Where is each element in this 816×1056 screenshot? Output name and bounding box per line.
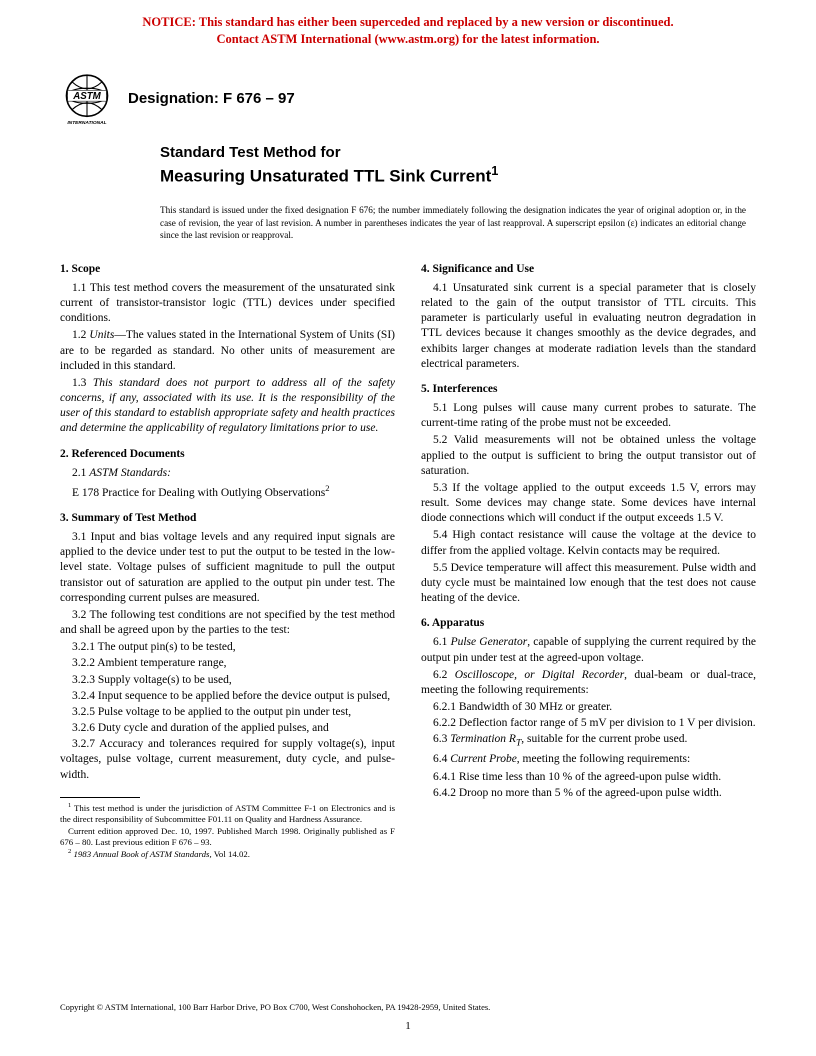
issued-note: This standard is issued under the fixed … xyxy=(0,194,816,247)
section-5-head: 5. Interferences xyxy=(421,382,756,397)
footnote-2: 2 1983 Annual Book of ASTM Standards, Vo… xyxy=(60,848,395,860)
section-4-head: 4. Significance and Use xyxy=(421,262,756,277)
para-6-4: 6.4 Current Probe, meeting the following… xyxy=(421,752,756,767)
para-3-2: 3.2 The following test conditions are no… xyxy=(60,608,395,638)
notice-banner: NOTICE: This standard has either been su… xyxy=(0,0,816,54)
para-1-1: 1.1 This test method covers the measurem… xyxy=(60,281,395,327)
left-column: 1. Scope 1.1 This test method covers the… xyxy=(60,262,395,861)
para-3-2-2: 3.2.2 Ambient temperature range, xyxy=(60,656,395,671)
para-1-3: 1.3 This standard does not purport to ad… xyxy=(60,376,395,437)
para-3-2-7: 3.2.7 Accuracy and tolerances required f… xyxy=(60,737,395,783)
para-3-2-6: 3.2.6 Duty cycle and duration of the app… xyxy=(60,721,395,736)
para-3-2-5: 3.2.5 Pulse voltage to be applied to the… xyxy=(60,705,395,720)
designation-text: Designation: F 676 – 97 xyxy=(128,90,295,107)
section-3-head: 3. Summary of Test Method xyxy=(60,511,395,526)
notice-line1: NOTICE: This standard has either been su… xyxy=(142,15,673,29)
section-2-head: 2. Referenced Documents xyxy=(60,447,395,462)
para-3-1: 3.1 Input and bias voltage levels and an… xyxy=(60,530,395,606)
para-3-2-1: 3.2.1 The output pin(s) to be tested, xyxy=(60,640,395,655)
footnote-1b: Current edition approved Dec. 10, 1997. … xyxy=(60,826,395,849)
astm-logo-icon: ASTM INTERNATIONAL xyxy=(60,72,114,126)
para-6-2-2: 6.2.2 Deflection factor range of 5 mV pe… xyxy=(421,716,756,731)
para-6-2: 6.2 Oscilloscope, or Digital Recorder, d… xyxy=(421,668,756,698)
title-line1: Standard Test Method for xyxy=(160,144,756,163)
para-6-1: 6.1 Pulse Generator, capable of supplyin… xyxy=(421,635,756,665)
notice-line2: Contact ASTM International (www.astm.org… xyxy=(216,32,599,46)
para-2-1: 2.1 ASTM Standards: xyxy=(60,466,395,481)
para-5-4: 5.4 High contact resistance will cause t… xyxy=(421,528,756,558)
document-header: ASTM INTERNATIONAL Designation: F 676 – … xyxy=(0,54,816,134)
para-5-2: 5.2 Valid measurements will not be obtai… xyxy=(421,433,756,479)
right-column: 4. Significance and Use 4.1 Unsaturated … xyxy=(421,262,756,861)
para-5-1: 5.1 Long pulses will cause many current … xyxy=(421,401,756,431)
para-e178: E 178 Practice for Dealing with Outlying… xyxy=(60,483,395,501)
footnote-rule xyxy=(60,797,140,798)
para-1-2: 1.2 Units—The values stated in the Inter… xyxy=(60,328,395,374)
svg-text:INTERNATIONAL: INTERNATIONAL xyxy=(67,120,106,126)
para-3-2-4: 3.2.4 Input sequence to be applied befor… xyxy=(60,689,395,704)
para-5-5: 5.5 Device temperature will affect this … xyxy=(421,561,756,607)
para-6-3: 6.3 Termination RT, suitable for the cur… xyxy=(421,732,756,750)
copyright-text: Copyright © ASTM International, 100 Barr… xyxy=(60,1002,490,1012)
page-number: 1 xyxy=(0,1020,816,1032)
body-columns: 1. Scope 1.1 This test method covers the… xyxy=(0,248,816,861)
section-1-head: 1. Scope xyxy=(60,262,395,277)
para-6-2-1: 6.2.1 Bandwidth of 30 MHz or greater. xyxy=(421,700,756,715)
title-line2: Measuring Unsaturated TTL Sink Current1 xyxy=(160,163,756,187)
para-3-2-3: 3.2.3 Supply voltage(s) to be used, xyxy=(60,673,395,688)
footnote-1a: 1 This test method is under the jurisdic… xyxy=(60,802,395,826)
svg-text:ASTM: ASTM xyxy=(72,91,101,102)
para-4-1: 4.1 Unsaturated sink current is a specia… xyxy=(421,281,756,372)
para-5-3: 5.3 If the voltage applied to the output… xyxy=(421,481,756,527)
section-6-head: 6. Apparatus xyxy=(421,616,756,631)
para-6-4-1: 6.4.1 Rise time less than 10 % of the ag… xyxy=(421,770,756,785)
para-6-4-2: 6.4.2 Droop no more than 5 % of the agre… xyxy=(421,786,756,801)
title-block: Standard Test Method for Measuring Unsat… xyxy=(0,134,816,195)
